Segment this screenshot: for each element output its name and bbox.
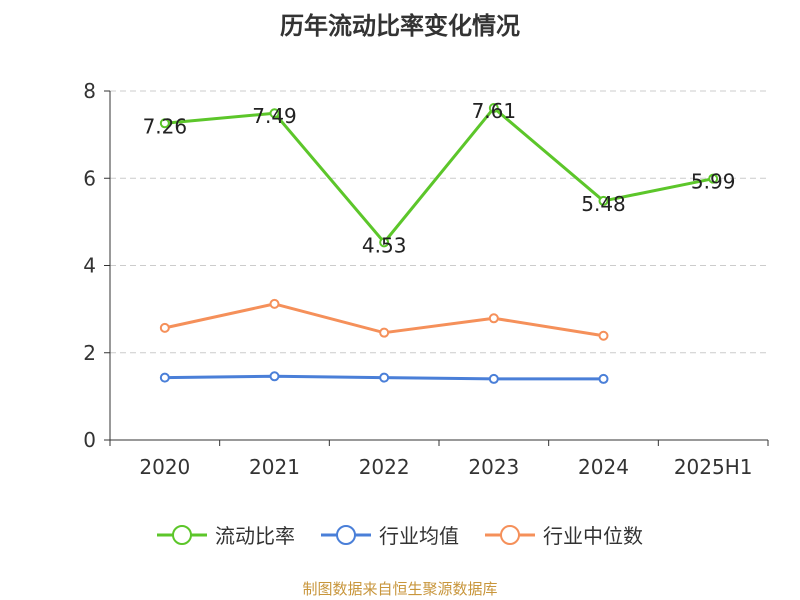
data-point	[598, 330, 609, 341]
chart-title: 历年流动比率变化情况	[280, 12, 520, 40]
data-point	[708, 173, 719, 184]
y-tick-label: 8	[83, 79, 96, 103]
legend-circle	[336, 524, 356, 545]
data-label: 7.26	[143, 114, 188, 138]
data-label: 4.53	[362, 233, 407, 257]
data-point	[159, 372, 170, 383]
legend-item[interactable]: 行业中位数	[485, 520, 643, 549]
data-point	[269, 298, 280, 309]
x-tick-label: 2020	[139, 455, 190, 479]
legend-marker-icon	[485, 524, 535, 545]
data-point	[488, 373, 499, 384]
x-tick-label: 2025H1	[674, 455, 753, 479]
data-label: 7.61	[472, 99, 517, 123]
data-label: 5.48	[581, 192, 626, 216]
data-point	[379, 372, 390, 383]
legend-marker-icon	[157, 524, 207, 545]
source-footer: 制图数据来自恒生聚源数据库	[302, 580, 498, 598]
data-label: 5.99	[691, 170, 736, 194]
data-point	[379, 237, 390, 248]
data-point	[488, 103, 499, 114]
x-tick-label: 2023	[468, 455, 519, 479]
y-tick-label: 0	[83, 428, 96, 452]
y-tick-label: 6	[83, 166, 96, 190]
data-label: 7.49	[252, 104, 297, 128]
x-tick-label: 2024	[578, 455, 629, 479]
legend-marker-icon	[321, 524, 371, 545]
x-tick-label: 2021	[249, 455, 300, 479]
data-point	[379, 327, 390, 338]
y-tick-label: 2	[83, 341, 96, 365]
data-point	[269, 371, 280, 382]
legend-label: 行业均值	[379, 524, 459, 548]
x-tick-label: 2022	[359, 455, 410, 479]
data-point	[598, 373, 609, 384]
legend-label: 流动比率	[215, 524, 295, 548]
data-point	[159, 322, 170, 333]
legend-circle	[172, 524, 192, 545]
legend: 流动比率 行业均值 行业中位数	[0, 520, 800, 549]
legend-label: 行业中位数	[543, 524, 643, 548]
data-point	[598, 195, 609, 206]
legend-circle	[500, 524, 520, 545]
y-tick-label: 4	[83, 254, 96, 278]
data-point	[269, 108, 280, 119]
legend-item[interactable]: 流动比率	[157, 520, 295, 549]
data-point	[488, 313, 499, 324]
series-line	[164, 106, 714, 244]
data-point	[159, 118, 170, 129]
legend-item[interactable]: 行业均值	[321, 520, 459, 549]
